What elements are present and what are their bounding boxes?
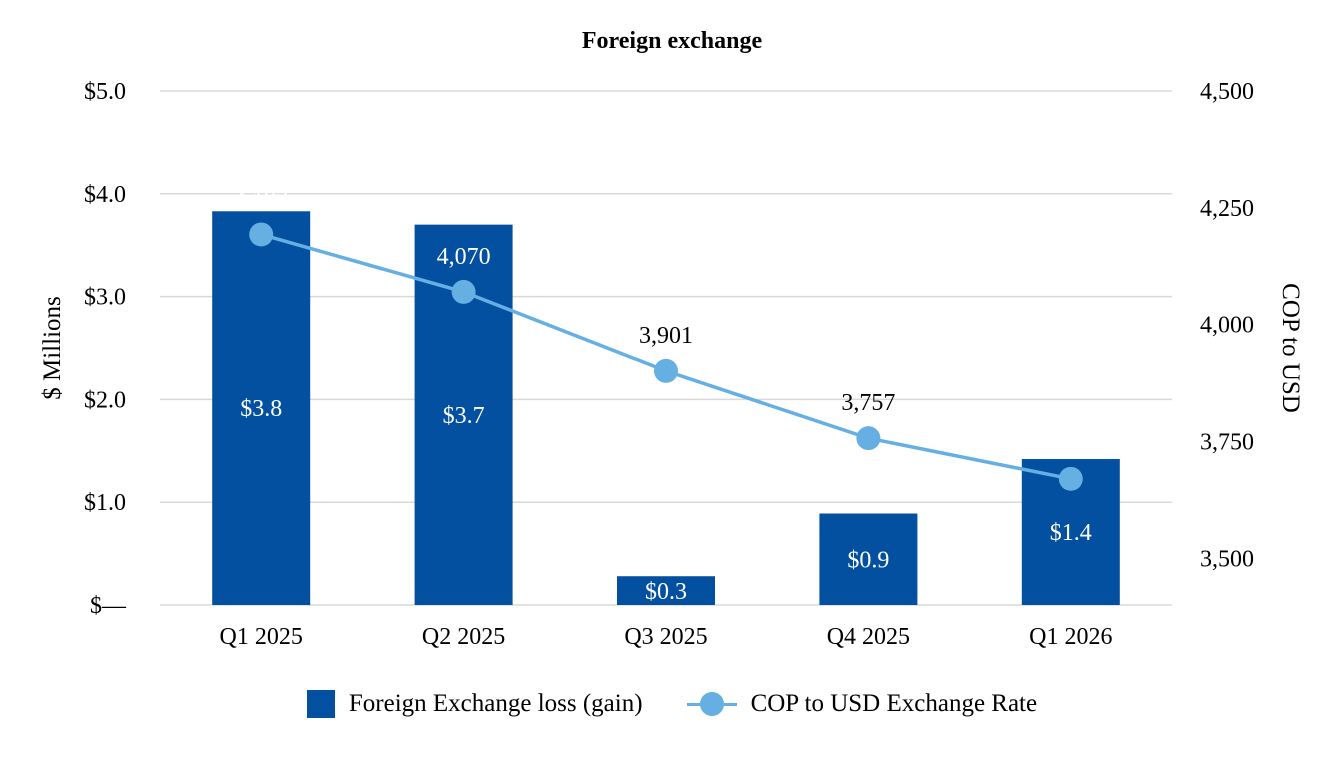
- y-tick-label: $5.0: [84, 79, 126, 105]
- gridlines: [160, 90, 1172, 606]
- x-axis: Q1 2025 Q2 2025 Q3 2025 Q4 2025 Q1 2026: [220, 624, 1113, 650]
- y-tick-label: $4.0: [84, 182, 126, 208]
- y2-axis-title: COP to USD: [1277, 283, 1304, 413]
- line-data-label: 3,670: [1044, 431, 1098, 457]
- legend-swatch-bar: [306, 690, 335, 718]
- y2-tick-label: 4,250: [1200, 196, 1254, 222]
- line-point: [1058, 466, 1083, 491]
- line-data-labels: 4,193 4,070 3,901 3,757 3,670: [234, 186, 1098, 456]
- legend: Foreign Exchange loss (gain) COP to USD …: [0, 686, 1344, 722]
- y-tick-label: $—: [90, 593, 127, 619]
- y-axis-title: $ Millions: [39, 296, 66, 400]
- line-data-label: 3,757: [841, 390, 895, 416]
- bar-data-label: $0.9: [847, 547, 889, 573]
- x-tick-label: Q3 2025: [624, 624, 707, 650]
- line-point: [856, 426, 881, 451]
- bar-data-label: $3.8: [240, 396, 282, 422]
- line-data-label: 4,070: [437, 244, 491, 270]
- x-tick-label: Q4 2025: [827, 624, 910, 650]
- y2-tick-label: 4,500: [1200, 79, 1254, 105]
- y2-tick-label: 3,750: [1200, 429, 1254, 455]
- x-tick-label: Q1 2025: [220, 624, 303, 650]
- y2-tick-label: 3,500: [1200, 546, 1254, 572]
- bar: [819, 513, 918, 605]
- line-data-label: 3,901: [639, 323, 693, 349]
- line-point: [249, 222, 274, 247]
- y-axis-right: 3,500 3,750 4,000 4,250 4,500: [1200, 79, 1254, 572]
- bar-series: [212, 211, 1120, 605]
- line-data-label: 4,193: [234, 186, 288, 212]
- y-axis-left: $— $1.0 $2.0 $3.0 $4.0 $5.0: [84, 79, 127, 619]
- legend-label-bar: Foreign Exchange loss (gain): [348, 690, 643, 717]
- bar-data-label: $0.3: [645, 579, 687, 605]
- x-tick-label: Q1 2026: [1029, 624, 1112, 650]
- chart-title: Foreign exchange: [582, 28, 763, 54]
- legend-item-bar: Foreign Exchange loss (gain): [306, 690, 643, 718]
- bar: [617, 576, 715, 605]
- legend-swatch-line: [686, 690, 737, 718]
- legend-label-line: COP to USD Exchange Rate: [750, 690, 1038, 717]
- chart: Foreign exchange $—$1.0$2.0$3.0$4.0$5.0 …: [39, 28, 1304, 650]
- bar: [212, 211, 311, 605]
- bar-data-label: $3.7: [443, 403, 485, 429]
- y-tick-label: $2.0: [84, 387, 126, 413]
- line-point: [654, 358, 678, 383]
- x-tick-label: Q2 2025: [422, 624, 505, 650]
- y2-tick-label: 4,000: [1200, 313, 1254, 339]
- legend-item-line: COP to USD Exchange Rate: [686, 690, 1038, 718]
- y-tick-label: $1.0: [84, 490, 126, 516]
- bar-data-labels: $3.8 $3.7 $0.3 $0.9 $1.4: [240, 396, 1092, 605]
- line-series: [249, 222, 1083, 491]
- series-line: [260, 232, 1072, 481]
- y-tick-label: $3.0: [84, 285, 126, 311]
- line-point: [451, 279, 476, 304]
- bar-data-label: $1.4: [1050, 520, 1092, 546]
